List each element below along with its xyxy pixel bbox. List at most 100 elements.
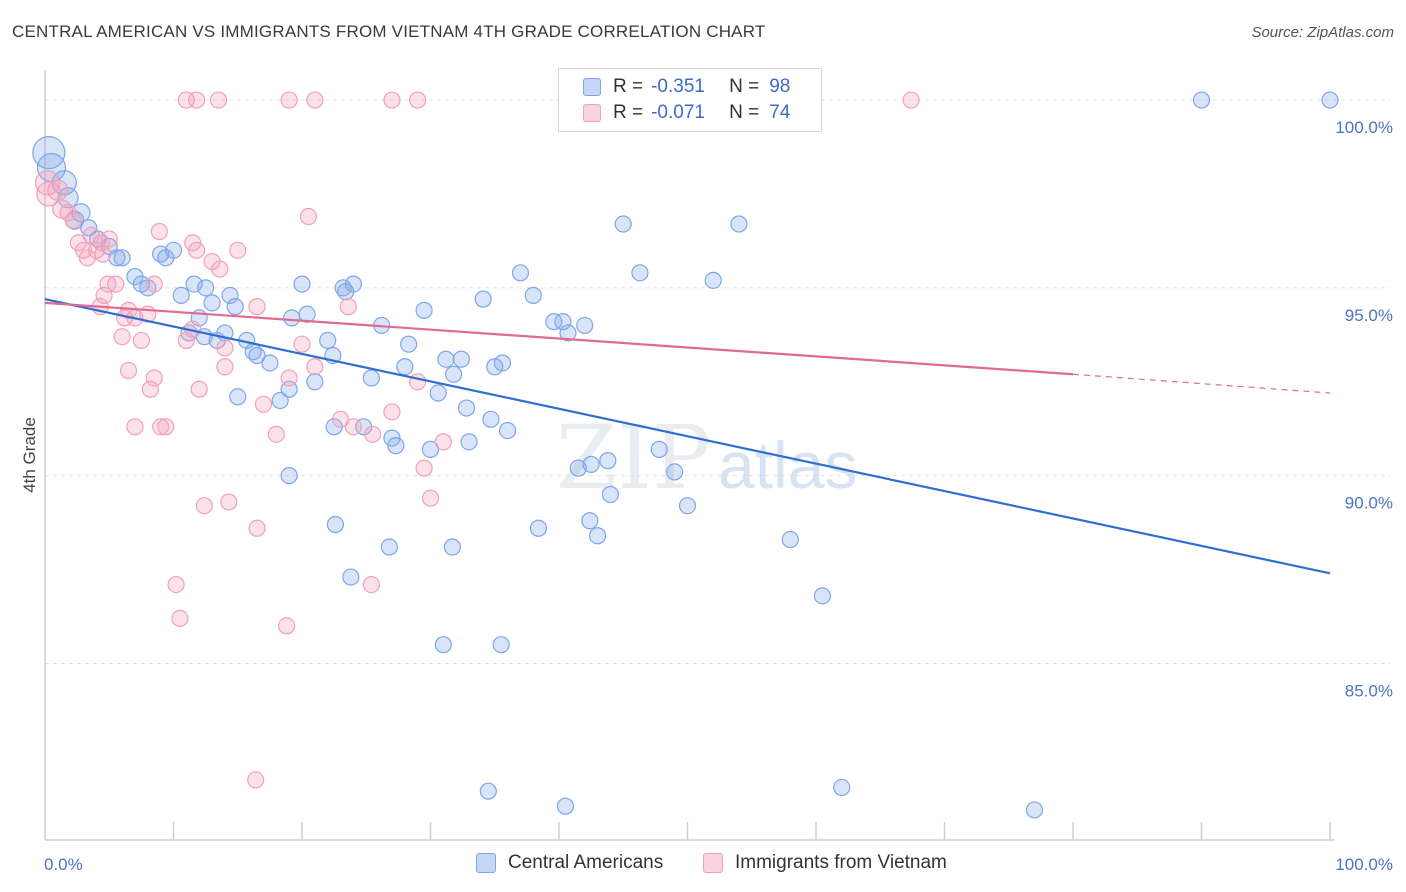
point-central-american: [524, 286, 542, 304]
legend-n-value: 74: [769, 102, 791, 123]
point-vietnam: [280, 369, 298, 387]
tick-labels: 85.0% 90.0% 95.0% 100.0% 0.0% 100.0%: [44, 118, 1393, 874]
point-central-american: [601, 485, 620, 504]
x-tick-label: 100.0%: [1335, 855, 1393, 874]
point-central-american: [396, 358, 414, 376]
point-central-american: [833, 778, 851, 797]
point-vietnam: [364, 425, 382, 443]
point-vietnam: [277, 617, 296, 635]
point-central-american: [248, 346, 266, 365]
point-central-american: [499, 421, 517, 440]
point-central-american: [599, 452, 617, 470]
point-central-american: [1321, 91, 1339, 109]
bottom-legend-central-americans: Central Americans: [476, 852, 663, 874]
point-central-american: [172, 286, 190, 304]
legend-swatch-pink: [583, 104, 601, 122]
legend-n-value: 98: [769, 76, 791, 97]
y-tick-label: 95.0%: [1345, 306, 1393, 325]
point-vietnam: [306, 91, 324, 109]
point-central-american: [113, 249, 131, 267]
point-vietnam: [409, 373, 427, 391]
axes: [44, 70, 1335, 841]
point-vietnam: [383, 91, 401, 109]
point-vietnam: [415, 459, 433, 477]
point-central-american: [511, 264, 530, 282]
legend-r-value: -0.351: [651, 76, 705, 97]
point-central-american: [614, 215, 632, 233]
point-vietnam: [95, 286, 113, 304]
legend-swatch-blue: [583, 78, 601, 96]
bottom-legend-vietnam: Immigrants from Vietnam: [703, 852, 947, 874]
bottom-legend-label: Central Americans: [508, 852, 664, 873]
point-central-american: [434, 636, 452, 654]
point-central-american: [400, 335, 418, 353]
point-vietnam: [100, 230, 118, 248]
point-vietnam: [141, 380, 159, 398]
y-tick-label: 85.0%: [1345, 681, 1393, 700]
point-central-american: [492, 636, 510, 654]
point-vietnam: [34, 170, 61, 196]
point-vietnam: [280, 91, 298, 109]
trend-line-vietnam: [44, 301, 1074, 376]
point-central-american: [387, 437, 405, 455]
point-vietnam: [157, 418, 175, 436]
point-central-american: [197, 279, 215, 297]
point-central-american: [554, 313, 572, 331]
point-central-american: [650, 440, 668, 458]
point-vietnam: [331, 410, 350, 428]
point-central-american: [588, 527, 607, 545]
point-vietnam: [209, 91, 228, 109]
watermark-zip: ZIP: [556, 406, 711, 509]
legend-r-value: -0.071: [651, 102, 705, 123]
point-vietnam: [339, 298, 357, 316]
point-central-american: [582, 455, 600, 473]
x-tick-label: 0.0%: [44, 855, 83, 874]
point-central-american: [545, 313, 563, 331]
trend-line-central-americans: [44, 298, 1331, 575]
point-central-american: [421, 440, 440, 458]
point-central-american: [666, 463, 684, 481]
point-vietnam: [409, 91, 427, 109]
point-vietnam: [190, 380, 208, 398]
point-central-american: [326, 515, 345, 534]
point-central-american: [319, 331, 337, 350]
point-central-american: [437, 350, 455, 368]
point-central-american: [529, 519, 548, 537]
point-vietnam: [383, 403, 401, 421]
point-central-american: [344, 275, 362, 293]
point-vietnam: [306, 358, 324, 376]
legend-n-key: N =: [729, 102, 760, 123]
point-central-american: [460, 433, 478, 451]
point-central-american: [704, 271, 722, 289]
y-tick-label: 100.0%: [1335, 118, 1393, 137]
point-central-american: [293, 275, 311, 293]
point-central-american: [556, 797, 575, 815]
point-vietnam: [145, 275, 163, 293]
bottom-legend-swatch-pink: [703, 853, 723, 873]
point-central-american: [261, 354, 279, 372]
point-central-american: [813, 587, 832, 605]
chart-title: CENTRAL AMERICAN VS IMMIGRANTS FROM VIET…: [12, 22, 766, 41]
point-vietnam: [902, 91, 920, 109]
point-vietnam: [216, 339, 234, 357]
legend-r-key: R =: [613, 76, 644, 97]
point-central-american: [457, 399, 476, 417]
point-central-american: [415, 301, 433, 319]
point-central-american: [482, 410, 500, 428]
legend-n-key: N =: [729, 76, 760, 97]
source-label: Source: ZipAtlas.com: [1251, 24, 1394, 41]
point-vietnam: [195, 497, 213, 515]
point-central-american: [280, 467, 298, 485]
point-vietnam: [94, 245, 112, 263]
y-axis-title: 4th Grade: [20, 417, 39, 493]
bottom-legend-swatch-blue: [476, 853, 496, 873]
point-vietnam: [152, 418, 170, 436]
stats-legend: R = -0.351 N = 98 R = -0.071 N = 74: [558, 68, 822, 132]
bottom-legend: Central Americans Immigrants from Vietna…: [0, 852, 1406, 878]
legend-r-key: R =: [613, 102, 644, 123]
point-vietnam: [267, 425, 285, 443]
point-vietnam: [247, 771, 265, 789]
point-central-american: [283, 309, 301, 327]
point-central-american: [479, 782, 497, 800]
